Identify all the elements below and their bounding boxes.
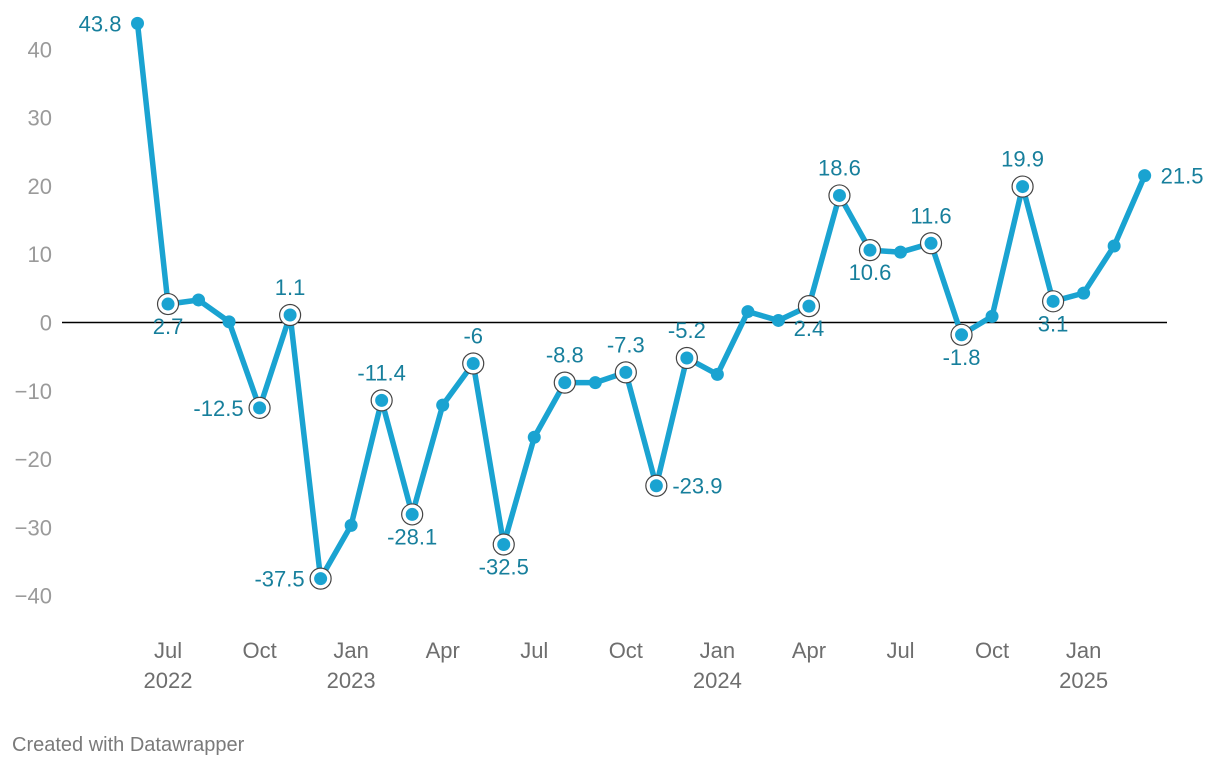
x-tick-month: Jan: [1066, 638, 1101, 663]
y-tick-label: 0: [40, 311, 52, 336]
data-point: [405, 507, 419, 521]
data-point: [558, 376, 572, 390]
data-label: -28.1: [387, 524, 437, 549]
data-point: [253, 401, 267, 415]
data-point: [344, 518, 358, 532]
data-label: 21.5: [1161, 164, 1204, 189]
x-tick-month: Jul: [520, 638, 548, 663]
y-tick-label: −20: [15, 447, 52, 472]
data-point: [1138, 169, 1152, 183]
data-label: 43.8: [79, 11, 122, 36]
data-point: [619, 365, 633, 379]
data-point: [466, 356, 480, 370]
data-label: 2.7: [153, 314, 184, 339]
data-point: [1016, 180, 1030, 194]
data-point: [192, 293, 206, 307]
credit-text: Created with Datawrapper: [12, 734, 245, 756]
x-tick-year: 2023: [327, 668, 376, 693]
data-label: -12.5: [193, 396, 243, 421]
x-tick-month: Jul: [886, 638, 914, 663]
data-point: [314, 572, 328, 586]
data-label: -6: [463, 323, 483, 348]
data-point: [710, 367, 724, 381]
data-point: [375, 393, 389, 407]
data-point: [802, 299, 816, 313]
x-tick-month: Jul: [154, 638, 182, 663]
data-label: -7.3: [607, 332, 645, 357]
data-point: [832, 188, 846, 202]
data-point: [1046, 294, 1060, 308]
data-labels: 43.8 2.7 -12.5 1.1 -37.5 -11.4 -28.1 -6 -32.5 -8.…: [79, 11, 1204, 591]
x-tick-year: 2025: [1059, 668, 1108, 693]
y-tick-label: −40: [15, 584, 52, 609]
data-point: [649, 479, 663, 493]
x-tick-month: Apr: [426, 638, 460, 663]
data-point: [680, 351, 694, 365]
x-tick-month: Oct: [242, 638, 276, 663]
data-label: -11.4: [357, 360, 406, 385]
data-point: [985, 309, 999, 323]
y-tick-label: −10: [15, 379, 52, 404]
x-tick-month: Oct: [609, 638, 643, 663]
x-tick-month: Apr: [792, 638, 826, 663]
data-label: 19.9: [1001, 147, 1044, 172]
x-tick-month: Jan: [333, 638, 368, 663]
data-point: [955, 328, 969, 342]
y-tick-label: 10: [28, 242, 52, 267]
data-label: -1.8: [943, 345, 981, 370]
data-point: [588, 376, 602, 390]
data-label: 1.1: [275, 275, 306, 300]
y-tick-label: −30: [15, 515, 52, 540]
data-point: [771, 313, 785, 327]
data-point: [283, 308, 297, 322]
data-label: -8.8: [546, 343, 584, 368]
x-tick-month: Oct: [975, 638, 1009, 663]
data-point: [924, 236, 938, 250]
y-axis: 40 30 20 10 0 −10 −20 −30 −40: [15, 37, 52, 608]
data-point: [222, 315, 236, 329]
data-point: [894, 245, 907, 259]
x-tick-year: 2022: [144, 668, 193, 693]
data-point: [863, 243, 877, 257]
data-label: 18.6: [818, 155, 861, 180]
data-point: [741, 305, 755, 319]
x-tick-month: Jan: [700, 638, 735, 663]
data-label: 2.4: [794, 316, 825, 341]
data-label: 11.6: [910, 203, 951, 228]
x-tick-year: 2024: [693, 668, 742, 693]
series-line-group: [134, 20, 1148, 582]
data-points: [131, 16, 1152, 590]
y-tick-label: 30: [28, 106, 52, 131]
data-point: [527, 430, 541, 444]
data-label: -5.2: [668, 318, 706, 343]
data-label: 3.1: [1038, 311, 1069, 336]
x-axis: Jul 2022 Oct Jan 2023 Apr Jul Oct Jan 2024 Apr Jul O…: [144, 638, 1109, 693]
series-line: [134, 20, 1148, 582]
y-tick-label: 40: [28, 37, 52, 62]
data-point: [161, 297, 175, 311]
data-label: -37.5: [254, 567, 304, 592]
data-point: [1107, 239, 1121, 253]
data-label: -23.9: [672, 474, 722, 499]
data-point: [497, 537, 511, 551]
data-label: -32.5: [479, 554, 529, 579]
data-point: [1077, 286, 1091, 300]
y-tick-label: 20: [28, 174, 52, 199]
data-point: [131, 16, 144, 30]
data-label: 10.6: [849, 260, 892, 285]
data-point: [436, 398, 450, 412]
